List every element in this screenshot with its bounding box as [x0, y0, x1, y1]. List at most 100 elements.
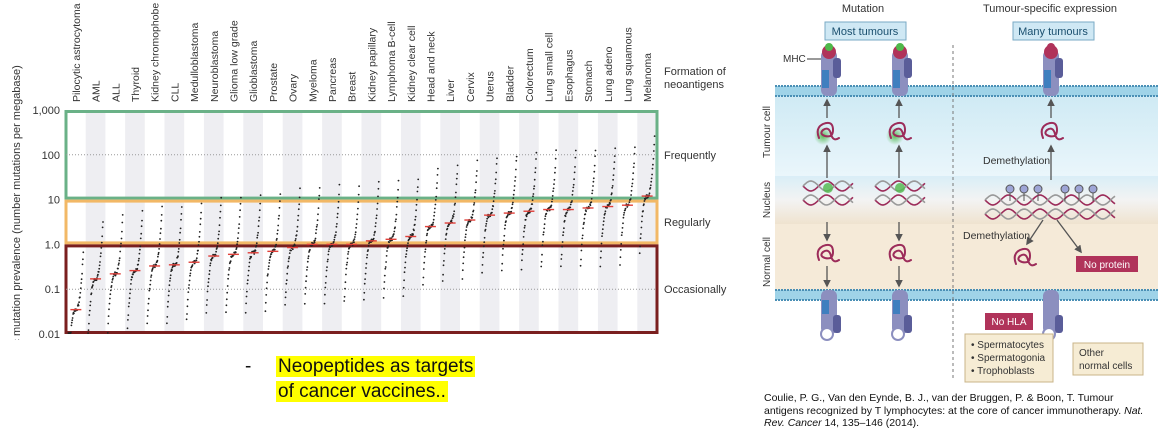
data-point	[101, 226, 104, 229]
data-point	[118, 257, 121, 259]
data-point	[225, 304, 228, 307]
data-point	[583, 217, 586, 220]
data-point	[630, 189, 633, 192]
data-point	[532, 193, 535, 195]
data-point	[542, 231, 545, 234]
data-point	[505, 220, 507, 223]
data-point	[585, 210, 587, 213]
data-point	[436, 174, 439, 176]
data-point	[245, 302, 248, 305]
data-point	[612, 178, 614, 181]
data-point	[70, 331, 72, 334]
data-point	[551, 200, 553, 203]
data-point	[196, 252, 199, 255]
data-point	[238, 216, 241, 218]
gridlines	[66, 154, 657, 290]
data-point	[640, 220, 643, 223]
data-point	[316, 224, 319, 226]
tumour-cell-region	[775, 96, 1158, 176]
data-point	[384, 267, 387, 270]
category-label: Lymphoma B-cell	[386, 21, 398, 102]
data-point	[495, 171, 498, 174]
data-point	[149, 279, 152, 282]
data-point	[316, 219, 319, 222]
data-point	[461, 269, 464, 272]
data-point	[146, 315, 149, 317]
category-stripe	[322, 110, 342, 334]
data-point	[336, 216, 339, 219]
data-point	[366, 254, 369, 256]
data-point	[285, 279, 288, 282]
flow-arrows	[823, 98, 1082, 288]
data-point	[487, 216, 490, 219]
data-point	[425, 239, 428, 242]
data-point	[619, 249, 622, 251]
data-point	[613, 155, 616, 158]
data-point	[574, 156, 577, 159]
data-point	[525, 215, 528, 218]
data-point	[117, 264, 120, 266]
data-point	[285, 291, 287, 294]
data-point	[504, 224, 507, 227]
data-point	[259, 194, 262, 197]
y-tick-label: 0.1	[45, 284, 60, 296]
data-point	[513, 189, 516, 192]
data-point	[495, 163, 498, 165]
data-point	[592, 177, 595, 180]
data-point	[521, 253, 524, 256]
category-label: Myeloma	[307, 59, 319, 102]
data-point	[364, 272, 367, 275]
data-point	[486, 217, 489, 220]
flow-arrow	[1056, 219, 1082, 254]
data-point	[653, 143, 656, 146]
data-point	[107, 315, 110, 317]
data-point	[237, 227, 240, 230]
data-point	[434, 203, 437, 206]
data-point	[446, 227, 449, 230]
data-point	[533, 185, 536, 188]
data-point	[91, 284, 94, 287]
data-point	[136, 267, 139, 270]
data-point	[520, 268, 523, 271]
mhc-empty-icon	[1042, 290, 1063, 341]
data-point	[299, 187, 301, 190]
data-point	[118, 262, 120, 265]
data-point	[510, 210, 513, 213]
tumour-cell-label: Tumour cell	[762, 106, 773, 158]
data-point	[70, 321, 73, 324]
data-point	[256, 236, 259, 239]
data-point	[255, 242, 258, 245]
data-point	[448, 223, 450, 226]
y-tick-label: 10	[48, 195, 60, 207]
data-point	[432, 218, 435, 221]
data-point	[631, 185, 633, 188]
data-point	[71, 319, 74, 322]
y-tick-label: 100	[42, 150, 60, 162]
methyl-group-icon	[1005, 184, 1015, 194]
data-point	[640, 226, 643, 229]
data-point	[431, 223, 434, 226]
data-point	[158, 243, 161, 245]
data-point	[114, 271, 116, 274]
methyl-group-icon	[1088, 184, 1098, 194]
median-markers	[70, 195, 653, 311]
data-point	[624, 209, 626, 212]
protein-icon	[1040, 121, 1064, 141]
data-point	[198, 231, 201, 233]
data-point	[109, 293, 112, 296]
category-label: Liver	[445, 79, 457, 102]
data-point	[562, 234, 564, 237]
data-point	[386, 246, 389, 249]
data-point	[442, 273, 444, 276]
data-point	[531, 199, 534, 202]
data-point	[265, 287, 268, 290]
data-point	[191, 264, 194, 266]
data-point	[246, 290, 248, 293]
data-point	[385, 255, 388, 257]
data-point	[274, 245, 277, 248]
data-point	[515, 159, 518, 162]
data-point	[467, 222, 469, 225]
category-label: Glioblastoma	[248, 41, 260, 102]
data-point	[643, 200, 646, 202]
data-point	[491, 211, 493, 214]
